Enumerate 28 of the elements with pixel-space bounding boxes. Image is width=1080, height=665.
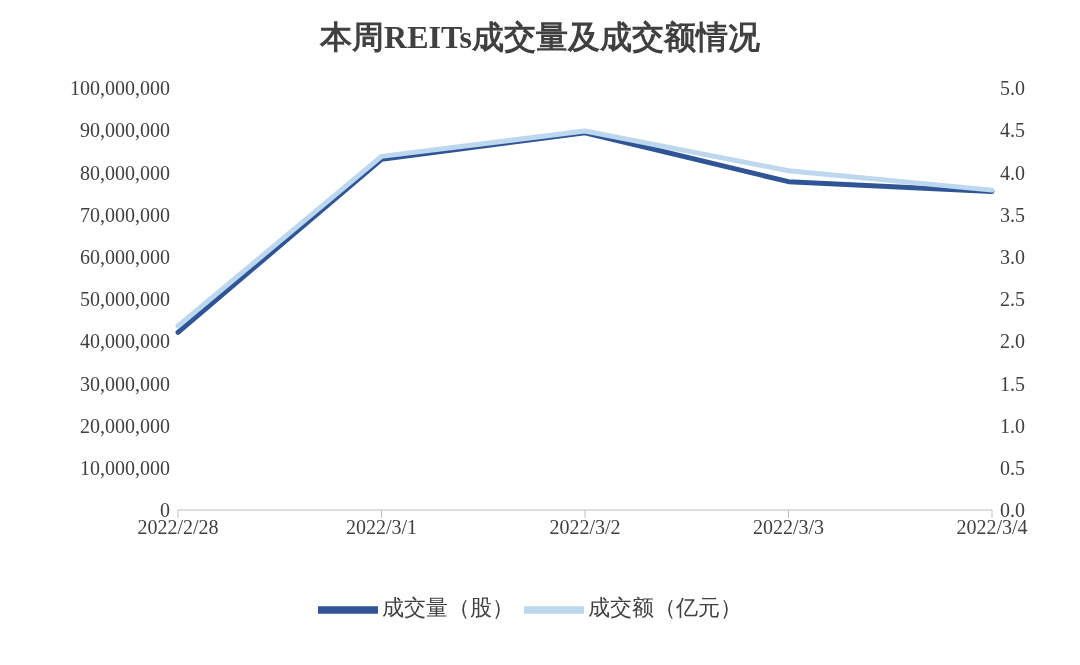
legend-label: 成交额（亿元） [588,595,742,621]
y2-tick-label: 0.5 [1000,456,1025,479]
y2-tick-label: 5.0 [1000,77,1025,100]
x-tick-label: 2022/3/4 [956,516,1028,539]
y-tick-label: 20,000,000 [80,414,170,437]
x-tick-label: 2022/2/28 [137,516,219,539]
legend-label: 成交量（股） [382,595,514,621]
y2-tick-label: 3.0 [1000,245,1025,268]
y-tick-label: 50,000,000 [80,288,170,311]
y2-tick-label: 2.0 [1000,330,1025,353]
y-tick-label: 100,000,000 [70,77,170,100]
y-tick-label: 30,000,000 [80,372,170,395]
x-tick-label: 2022/3/1 [345,516,418,539]
y-tick-label: 40,000,000 [80,330,170,353]
chart-title: 本周REITs成交量及成交额情况 [318,18,761,57]
y-tick-label: 80,000,000 [80,161,170,184]
y-tick-label: 60,000,000 [80,245,170,268]
y-tick-label: 70,000,000 [80,203,170,226]
y-tick-label: 90,000,000 [80,119,170,142]
y2-tick-label: 4.5 [1000,119,1025,142]
y2-tick-label: 1.0 [1000,414,1025,437]
y2-tick-label: 4.0 [1000,161,1025,184]
x-tick-label: 2022/3/3 [752,516,825,539]
y2-tick-label: 1.5 [1000,372,1025,395]
y2-tick-label: 2.5 [1000,288,1025,311]
y-tick-label: 10,000,000 [80,456,170,479]
x-tick-label: 2022/3/2 [549,516,621,539]
y2-tick-label: 3.5 [1000,203,1025,226]
